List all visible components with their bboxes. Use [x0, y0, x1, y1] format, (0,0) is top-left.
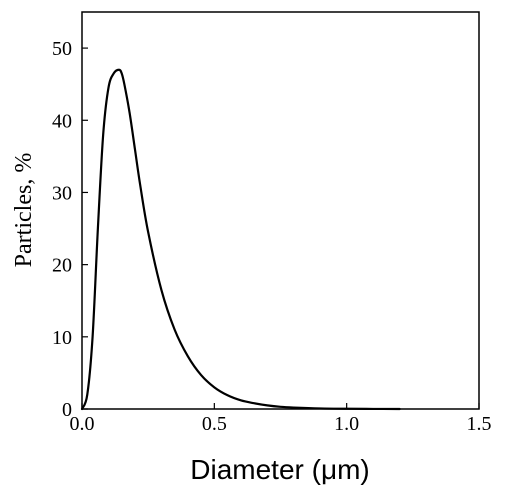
y-tick-label: 40: [52, 110, 72, 132]
y-tick-label: 30: [52, 182, 72, 204]
x-tick-label: 1.5: [467, 413, 492, 435]
y-axis-ticks: 0 10 20 30 40 50: [52, 38, 88, 421]
y-axis-title: Particles, %: [11, 153, 37, 268]
x-axis-title: Diameter (μm): [190, 454, 369, 485]
plot-frame: [81, 11, 480, 410]
x-tick-label: 0.0: [70, 413, 95, 435]
x-axis-ticks: 0.0 0.5 1.0 1.5: [70, 403, 492, 435]
y-tick-label: 50: [52, 38, 72, 60]
y-tick-label: 0: [62, 399, 72, 421]
x-tick-label: 1.0: [334, 413, 359, 435]
distribution-line: [80, 68, 401, 411]
x-tick-label: 0.5: [202, 413, 227, 435]
y-tick-label: 10: [52, 327, 72, 349]
y-tick-label: 20: [52, 255, 72, 277]
